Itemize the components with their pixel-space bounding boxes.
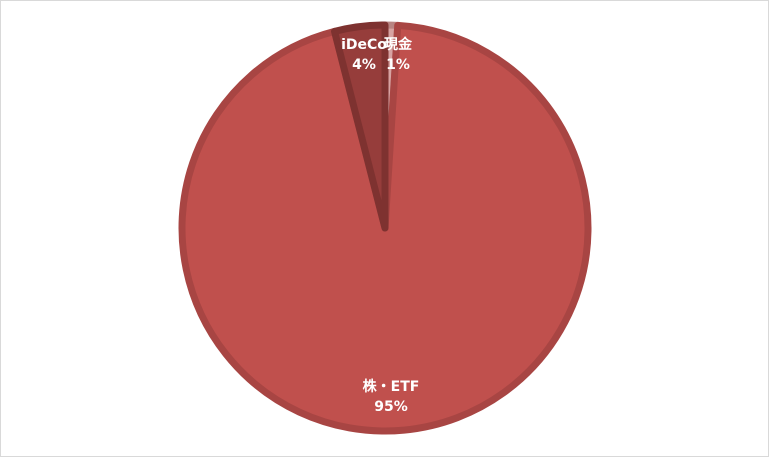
data-label-category: 株・ETF bbox=[363, 378, 420, 395]
data-label-percent: 4% bbox=[352, 57, 376, 73]
pie-slice-2 bbox=[331, 21, 389, 232]
data-label-percent: 95% bbox=[374, 399, 408, 415]
data-label-category: iDeCo bbox=[341, 37, 387, 53]
data-label-percent: 1% bbox=[386, 57, 410, 73]
data-label-category: 現金 bbox=[384, 36, 413, 53]
